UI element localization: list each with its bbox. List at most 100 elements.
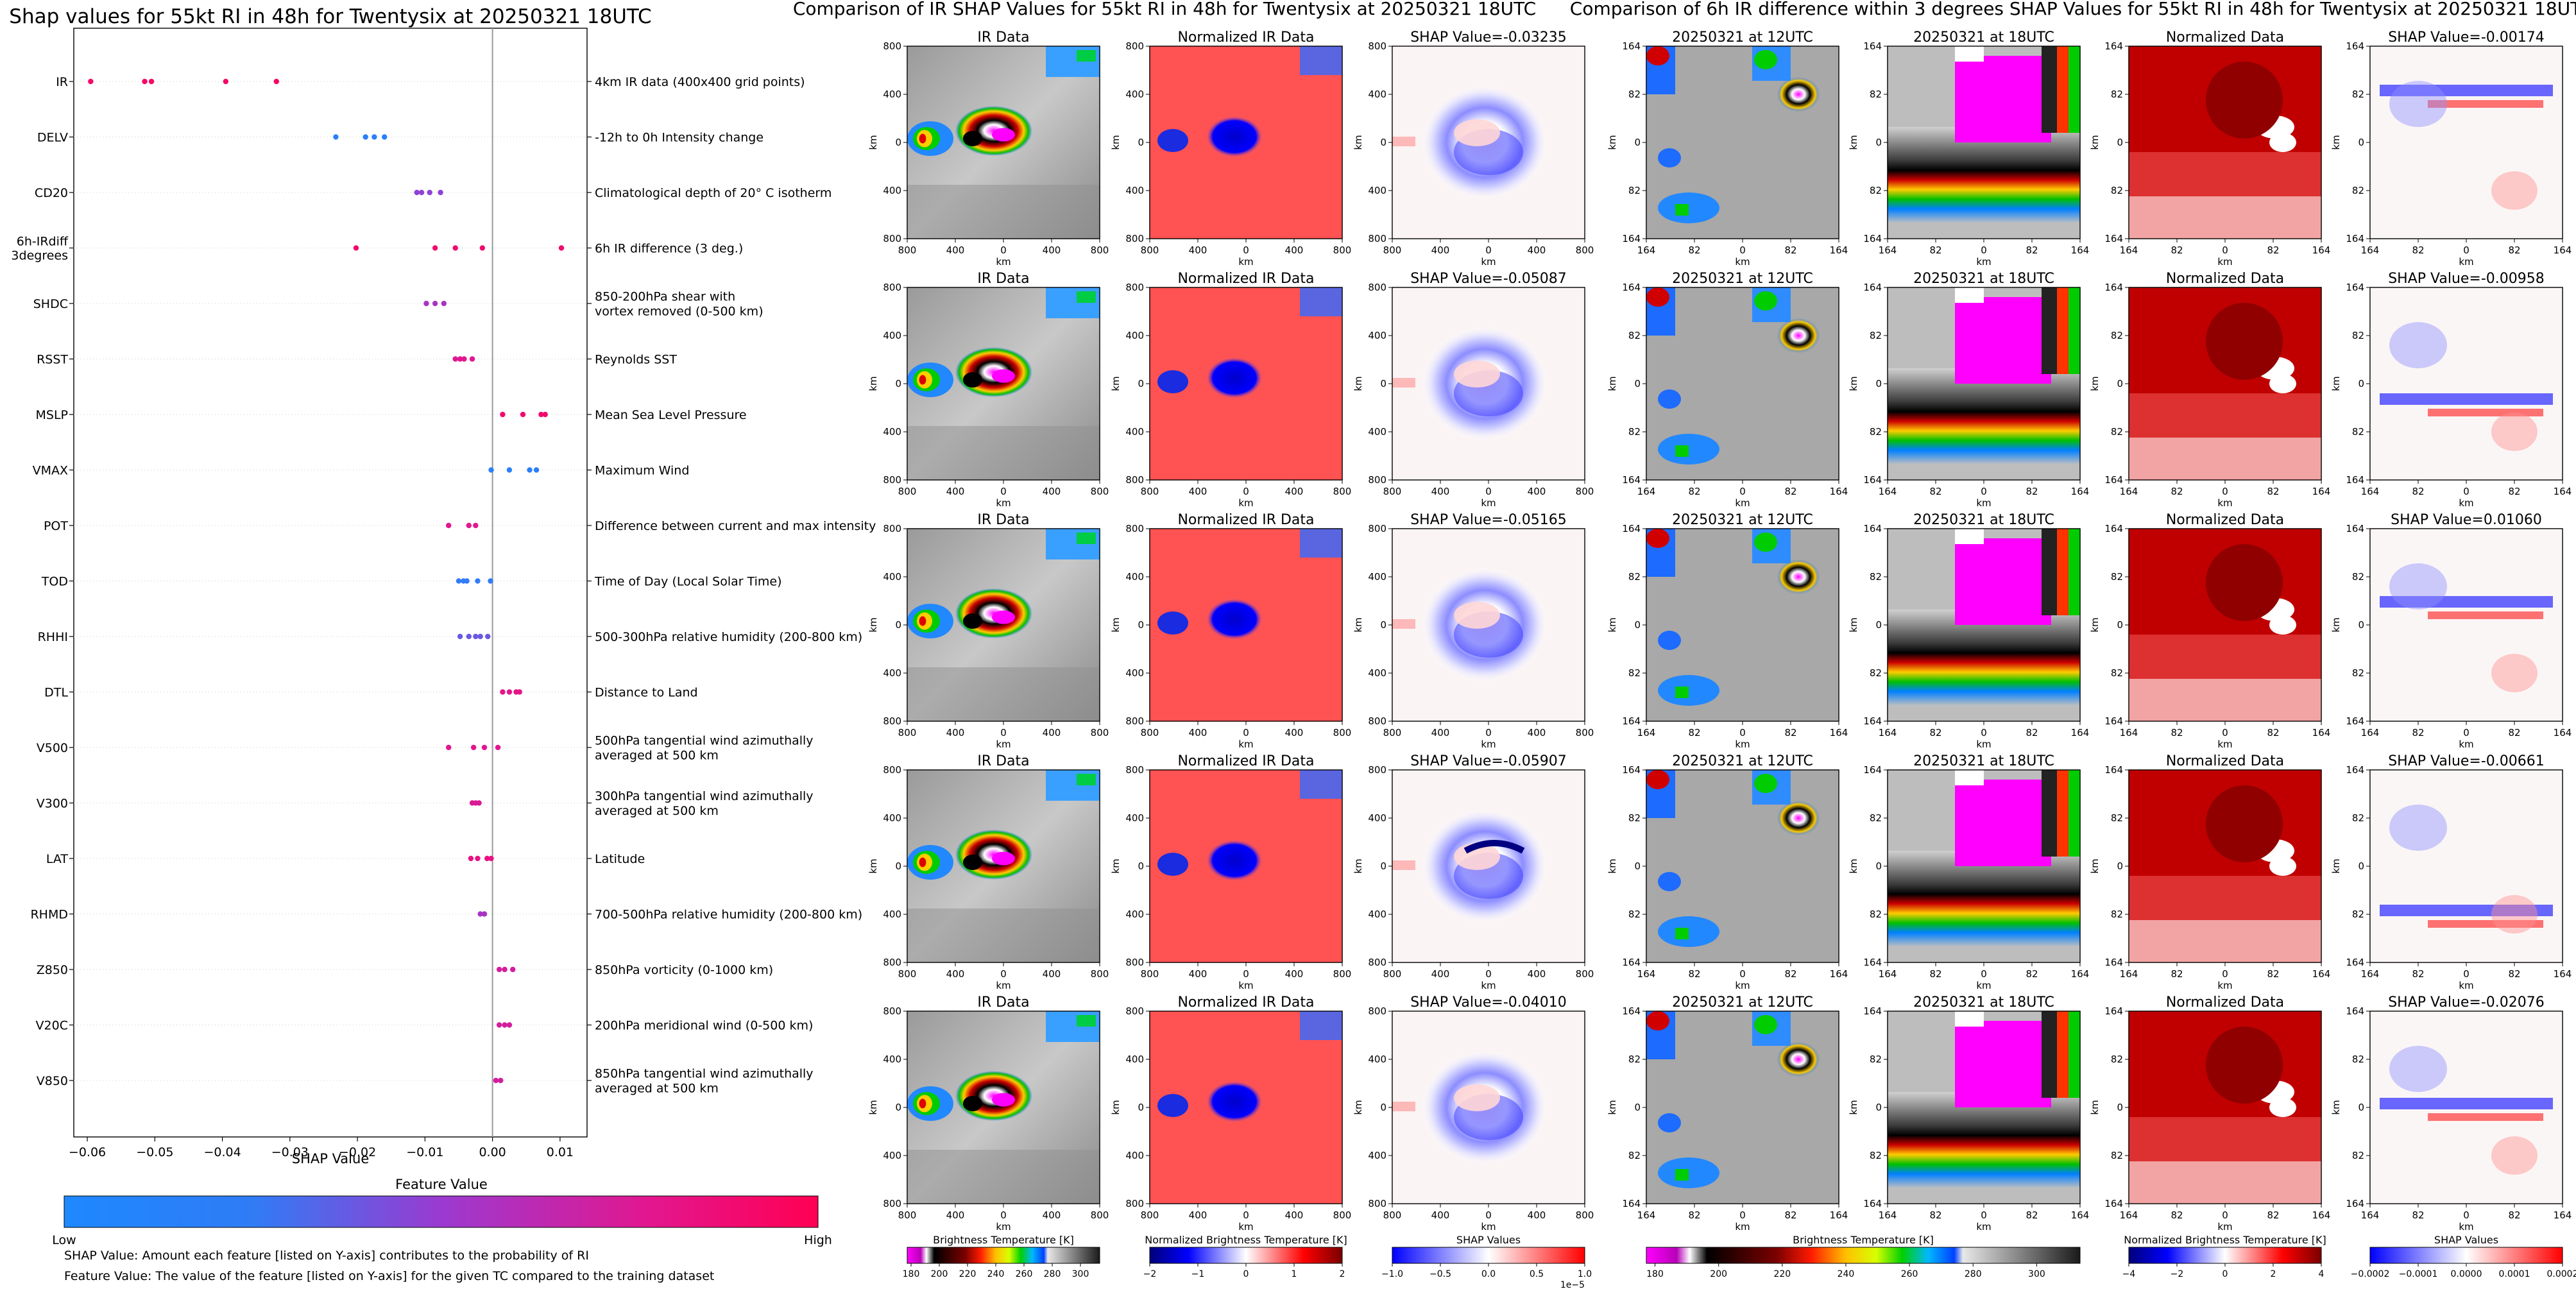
tb18-frame bbox=[1887, 769, 2081, 963]
normalized-ir-image bbox=[1150, 770, 1342, 962]
panel-xaxis-label: km bbox=[1481, 256, 1496, 268]
tb-white bbox=[1955, 770, 1984, 785]
shap-xtick-label: 0.00 bbox=[479, 1145, 506, 1159]
panel-ytick-label: 164 bbox=[1622, 474, 1641, 486]
shap-red-core bbox=[1454, 602, 1500, 629]
normdiff-dark bbox=[2206, 62, 2283, 139]
panel-ytick-label: 0 bbox=[1380, 378, 1386, 389]
tb-storm bbox=[1777, 801, 1820, 835]
shap-xtick-label: 0.01 bbox=[547, 1145, 574, 1159]
tb18-frame bbox=[1887, 528, 2081, 722]
panel-ytick-label: 82 bbox=[1870, 1054, 1882, 1065]
tb-cloud-a-core bbox=[1646, 529, 1669, 548]
ir-cloud-green bbox=[1077, 774, 1096, 785]
panel-ytick-label: 0 bbox=[2358, 619, 2364, 631]
diff-shap-colorbar-label: SHAP Values bbox=[2434, 1234, 2498, 1246]
panel-xtick-label: 82 bbox=[2171, 486, 2183, 497]
normalized-ir-title: Normalized IR Data bbox=[1177, 994, 1314, 1011]
feature-description: Time of Day (Local Solar Time) bbox=[594, 575, 782, 589]
panel-xtick-label: 164 bbox=[1879, 1209, 1897, 1221]
feature-description: 700-500hPa relative humidity (200-800 km… bbox=[595, 908, 862, 922]
panel-ytick-label: 400 bbox=[883, 330, 901, 341]
shap-point bbox=[438, 189, 443, 196]
panel-xtick-label: 82 bbox=[2508, 486, 2520, 497]
panel-xaxis-label: km bbox=[1735, 497, 1750, 509]
panel-ytick-label: 82 bbox=[2111, 89, 2123, 100]
tb18-frame bbox=[1887, 287, 2081, 481]
ir-cloud-green bbox=[1077, 533, 1096, 544]
tb-image bbox=[1646, 770, 1839, 962]
feature-colorbar bbox=[64, 1195, 819, 1228]
panel-yaxis-label: km bbox=[1848, 1100, 1859, 1114]
normdiff-frame bbox=[2128, 528, 2322, 722]
panel-xtick-label: 164 bbox=[1830, 244, 1848, 256]
ir-bt-colorbar-tick-label: 260 bbox=[1016, 1269, 1033, 1279]
normdiff-lower bbox=[2129, 920, 2321, 962]
panel-ytick-label: 82 bbox=[2352, 1150, 2364, 1161]
tb-18utc-title: 20250321 at 18UTC bbox=[1913, 512, 2054, 528]
shap-value-title: SHAP Value=-0.05087 bbox=[1410, 271, 1567, 287]
tb-cold-top bbox=[1955, 56, 2051, 142]
panel-yaxis-label: km bbox=[867, 858, 879, 873]
ir-bt-colorbar-tick-label: 220 bbox=[959, 1269, 977, 1279]
panel-ytick-label: 0 bbox=[1875, 378, 1882, 389]
tb-cold-top bbox=[1955, 538, 2051, 625]
shap-edge-red bbox=[1392, 137, 1415, 146]
panel-xtick-label: 400 bbox=[1431, 1209, 1450, 1221]
panel-ytick-label: 400 bbox=[883, 667, 901, 679]
panel-ytick-label: 82 bbox=[1870, 426, 1882, 438]
panel-xaxis-label: km bbox=[2217, 1221, 2232, 1233]
panel-xaxis-label: km bbox=[1976, 256, 1991, 268]
feature-description: Mean Sea Level Pressure bbox=[595, 408, 747, 422]
panel-yaxis-label: km bbox=[1607, 858, 1618, 873]
normdiff-frame bbox=[2128, 287, 2322, 481]
tb-cloud-d-core bbox=[1675, 687, 1689, 698]
feature-name-label: RHMD bbox=[30, 908, 68, 922]
shap-point bbox=[414, 189, 420, 196]
panel-xtick-label: 400 bbox=[1189, 727, 1207, 738]
shapdiff-red-streak bbox=[2428, 409, 2543, 416]
shap-ir-image bbox=[1392, 529, 1585, 721]
tb-white bbox=[1955, 46, 1984, 62]
shap-point bbox=[500, 689, 506, 695]
ir-lower-gray bbox=[907, 185, 1100, 239]
ir-shap-colorbar-tick-label: 0.0 bbox=[1481, 1269, 1496, 1279]
panel-ytick-label: 0 bbox=[1138, 137, 1144, 148]
panel-xtick-label: 164 bbox=[2554, 968, 2572, 980]
shap-edge-red bbox=[1392, 860, 1415, 870]
panel-ytick-label: 82 bbox=[1870, 571, 1882, 583]
panel-xtick-label: 164 bbox=[1637, 486, 1656, 497]
diff-shap-colorbar-tick-label: 0.0000 bbox=[2451, 1269, 2482, 1279]
shap-axes-frame bbox=[73, 28, 588, 1138]
panel-ytick-label: 82 bbox=[1870, 812, 1882, 824]
panel-xtick-label: 82 bbox=[2412, 968, 2424, 980]
normalized-data-title: Normalized Data bbox=[2166, 30, 2284, 46]
panel-ytick-label: 82 bbox=[2111, 1054, 2123, 1065]
panel-ytick-label: 164 bbox=[2346, 233, 2364, 244]
panel-xtick-label: 164 bbox=[2361, 968, 2380, 980]
tb-white bbox=[1955, 529, 1984, 544]
panel-xtick-label: 800 bbox=[1091, 486, 1109, 497]
panel-xtick-label: 800 bbox=[1091, 727, 1109, 738]
panel-yaxis-label: km bbox=[1848, 858, 1859, 873]
shap-point bbox=[533, 467, 540, 473]
panel-xaxis-label: km bbox=[1735, 980, 1750, 991]
tb12-frame bbox=[1646, 528, 1839, 722]
tb-image bbox=[1646, 46, 1839, 239]
panel-xtick-label: 400 bbox=[946, 244, 965, 256]
shap-point bbox=[488, 855, 494, 862]
colorbar-high-label: High bbox=[804, 1233, 832, 1247]
diff-bt-colorbar-tick-label: 200 bbox=[1710, 1269, 1727, 1279]
panel-ytick-label: 800 bbox=[1125, 715, 1144, 727]
panel-ytick-label: 164 bbox=[2346, 1005, 2364, 1017]
panel-xtick-label: 82 bbox=[1688, 968, 1700, 980]
normdiff-dark bbox=[2206, 303, 2283, 380]
panel-xtick-label: 400 bbox=[1431, 727, 1450, 738]
panel-ytick-label: 800 bbox=[883, 764, 901, 776]
panel-yaxis-label: km bbox=[867, 617, 879, 632]
storm-magenta bbox=[992, 128, 1015, 142]
shap-point bbox=[457, 633, 463, 640]
shap-xtick-label: −0.02 bbox=[339, 1145, 376, 1159]
tb12-frame bbox=[1646, 769, 1839, 963]
panel-ytick-label: 82 bbox=[1870, 89, 1882, 100]
